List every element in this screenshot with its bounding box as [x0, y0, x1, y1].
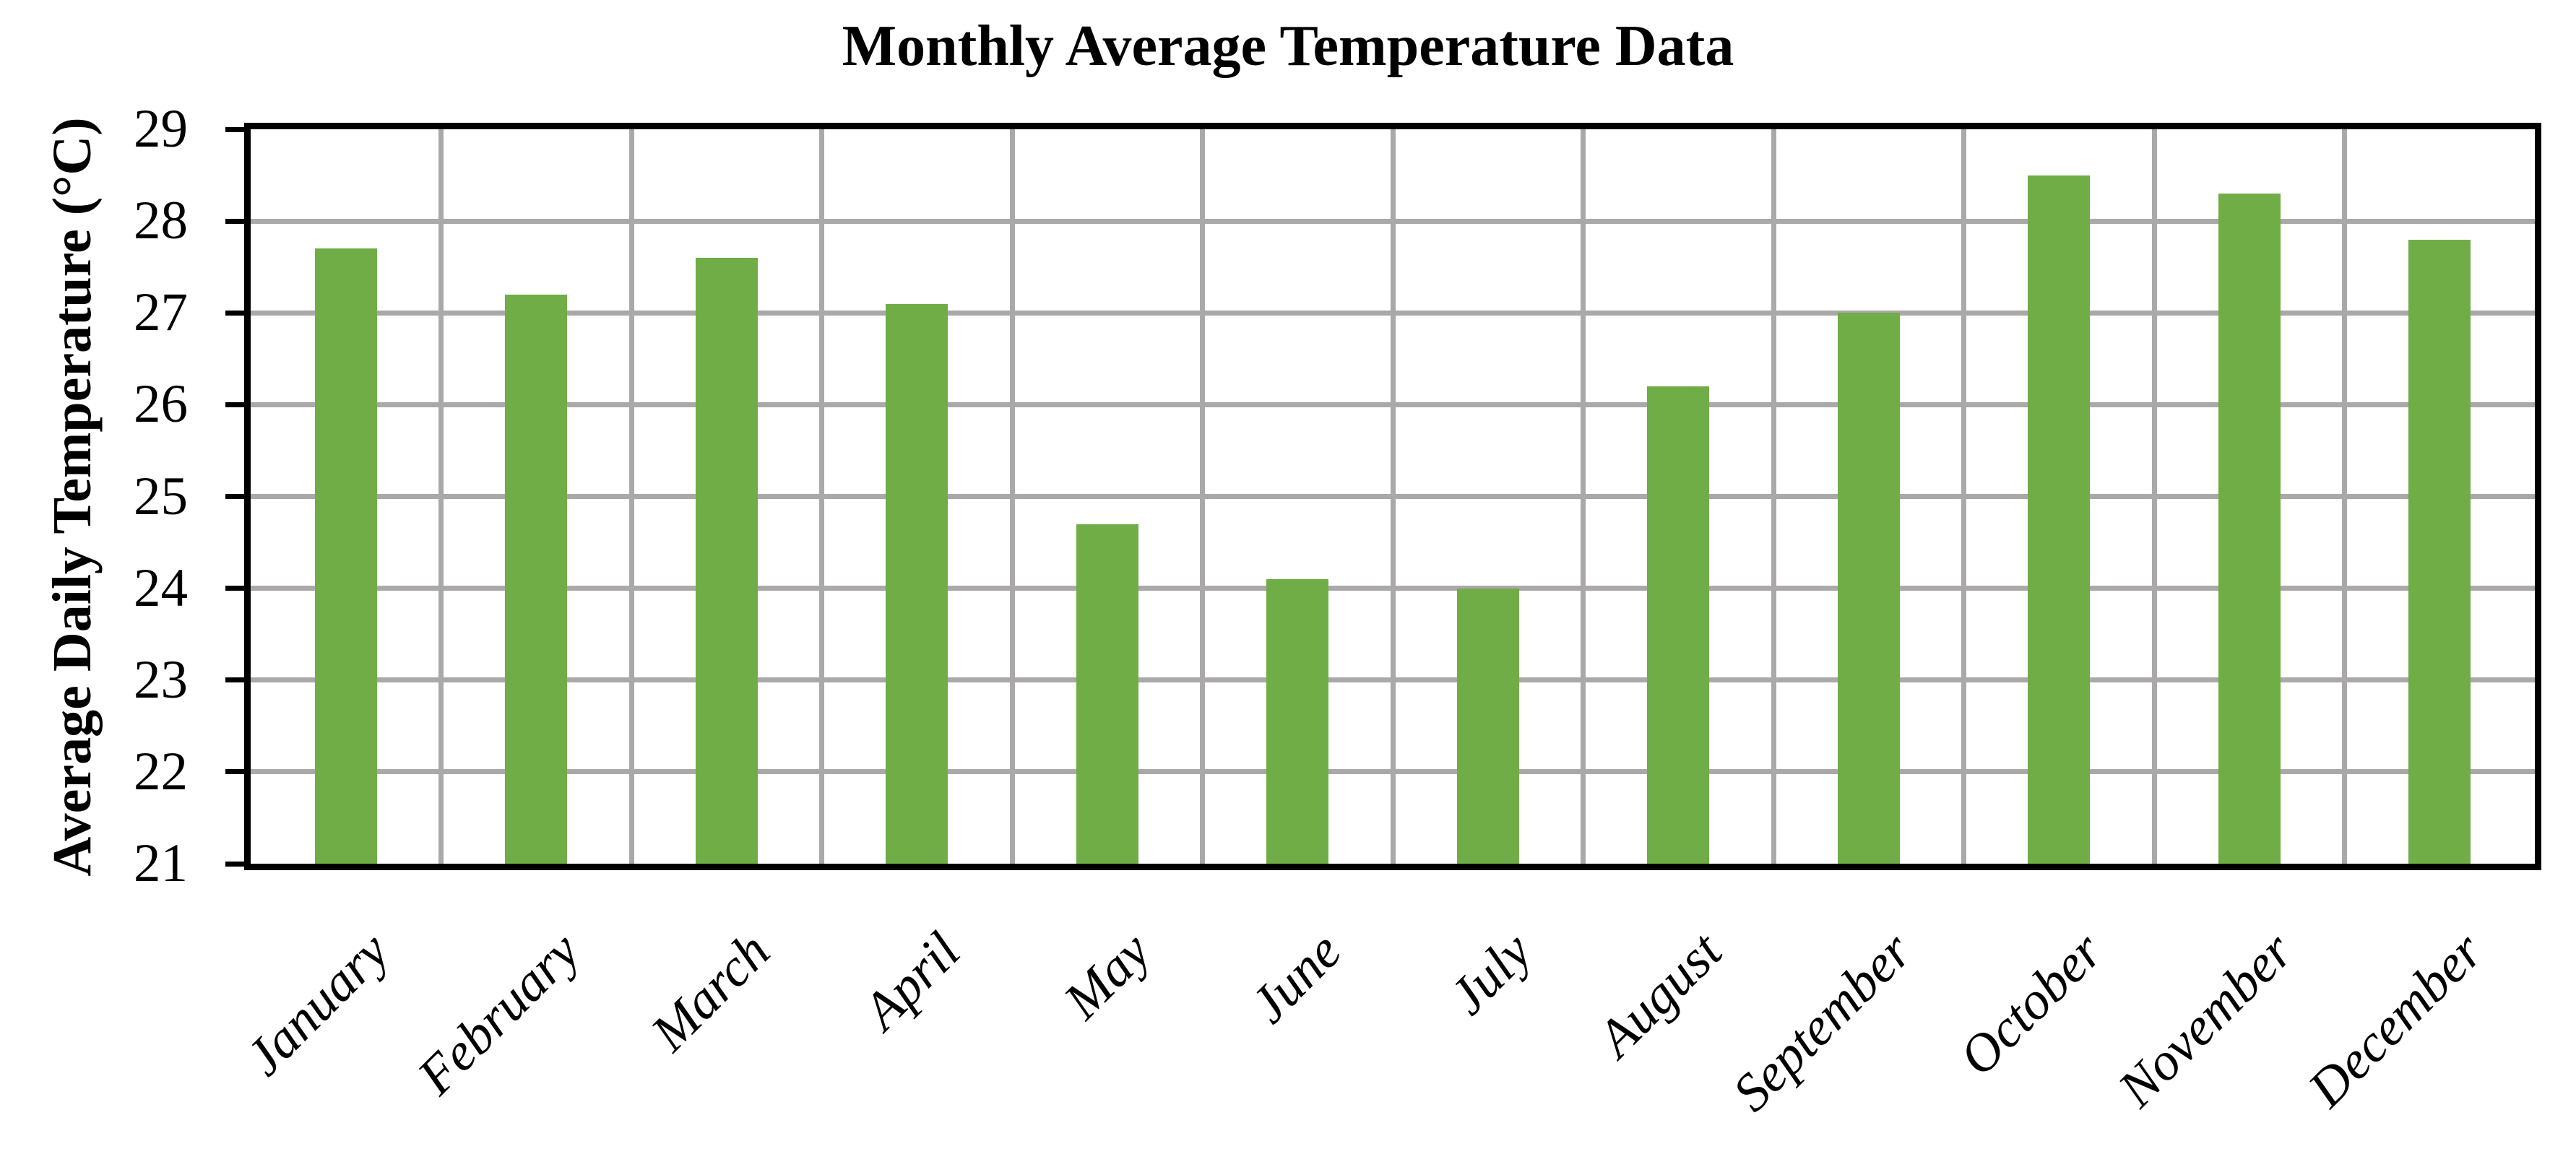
y-axis-tick [225, 586, 244, 591]
bar-may [1076, 524, 1138, 864]
bar-july [1456, 588, 1519, 864]
bar-february [505, 294, 568, 864]
bar-october [2028, 175, 2091, 864]
bar-april [886, 303, 948, 864]
gridline-vertical [819, 129, 824, 864]
bar-august [1647, 386, 1710, 864]
y-axis-tick [225, 126, 244, 132]
y-axis-tick [225, 218, 244, 224]
bar-november [2218, 193, 2281, 864]
gridline-vertical [2151, 129, 2157, 864]
y-axis-tick [225, 402, 244, 407]
y-axis-tick [225, 494, 244, 499]
y-axis-tick-label: 27 [134, 282, 188, 343]
gridline-vertical [1009, 129, 1015, 864]
y-axis-tick [225, 769, 244, 775]
x-axis-label-december: December [2297, 921, 2495, 1119]
bar-december [2408, 239, 2471, 864]
gridline-vertical [1771, 129, 1776, 864]
gridline-vertical [628, 129, 634, 864]
y-axis-tick [225, 310, 244, 316]
x-axis-label-september: September [1721, 921, 1924, 1123]
x-axis-label-june: June [1239, 921, 1353, 1035]
gridline-vertical [2342, 129, 2347, 864]
x-axis-label-august: August [1586, 921, 1734, 1069]
y-axis-title: Average Daily Temperature (°C) [42, 117, 103, 877]
gridline-vertical [438, 129, 444, 864]
bar-september [1837, 313, 1900, 864]
x-axis-label-march: March [640, 921, 782, 1063]
gridline-vertical [1961, 129, 1966, 864]
gridline-vertical [1581, 129, 1586, 864]
y-axis-tick-label: 21 [134, 833, 188, 893]
y-axis-tick-label: 29 [134, 99, 188, 159]
bar-june [1266, 578, 1329, 864]
chart-title: Monthly Average Temperature Data [842, 14, 1734, 78]
y-axis-tick-label: 22 [134, 741, 188, 802]
gridline-vertical [1390, 129, 1396, 864]
x-axis-label-november: November [2106, 921, 2304, 1119]
y-axis-tick-label: 23 [134, 649, 188, 710]
plot-area [244, 123, 2541, 870]
y-axis-tick [225, 861, 244, 867]
x-axis-label-april: April [852, 921, 972, 1041]
y-axis-tick [225, 677, 244, 683]
bar-march [695, 257, 758, 864]
bar-january [314, 248, 377, 864]
x-axis-label-july: July [1438, 921, 1543, 1027]
x-axis-label-may: May [1053, 921, 1162, 1031]
x-axis-label-october: October [1948, 921, 2114, 1088]
x-axis-label-february: February [406, 921, 592, 1106]
y-axis-tick-label: 25 [134, 466, 188, 526]
y-axis-tick-label: 24 [134, 558, 188, 618]
gridline-vertical [1200, 129, 1205, 864]
x-axis-label-january: January [235, 921, 401, 1088]
y-axis-tick-label: 26 [134, 374, 188, 435]
y-axis-tick-label: 28 [134, 191, 188, 251]
